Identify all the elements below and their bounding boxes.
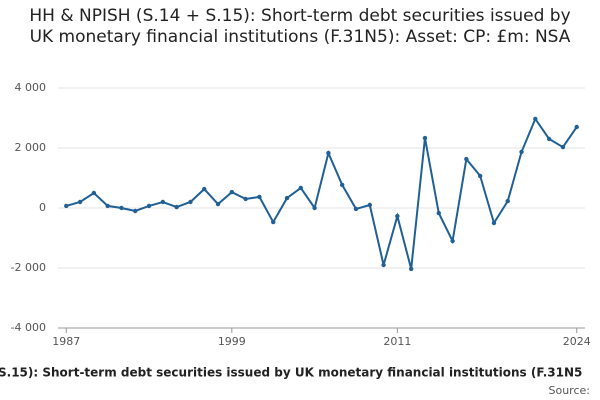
legend-label: S.15): Short-term debt securities issued…	[0, 366, 582, 380]
y-tick-label: -2 000	[11, 261, 46, 274]
line	[66, 116, 578, 270]
point	[574, 124, 579, 130]
point	[160, 199, 166, 205]
point	[422, 135, 428, 141]
point	[436, 210, 441, 216]
point	[367, 202, 372, 208]
point	[64, 203, 69, 209]
point	[381, 262, 386, 268]
point	[491, 220, 497, 226]
x-tick-label: 2011	[383, 335, 411, 348]
point	[546, 136, 552, 142]
point	[326, 150, 331, 156]
point	[215, 201, 221, 207]
point	[353, 206, 359, 212]
y-tick-label: -4 000	[11, 321, 46, 334]
y-tick-label: 4 000	[15, 81, 47, 94]
point	[560, 144, 566, 150]
point	[298, 185, 304, 191]
point	[188, 199, 193, 205]
point	[450, 238, 455, 244]
point	[533, 116, 538, 122]
x-tick-label: 2024	[563, 335, 591, 348]
y-tick-label: 0	[39, 201, 46, 214]
x-tick-label: 1999	[218, 335, 246, 348]
point	[133, 208, 138, 214]
point	[284, 195, 290, 201]
point	[271, 219, 276, 225]
point	[146, 203, 152, 209]
point	[395, 213, 400, 219]
point	[174, 204, 179, 210]
point	[243, 196, 248, 202]
point	[408, 266, 414, 272]
point	[105, 203, 110, 209]
point	[519, 149, 524, 155]
chart-title: HH & NPISH (S.14 + S.15): Short-term deb…	[29, 6, 571, 47]
point	[464, 156, 469, 162]
y-tick-label: 2 000	[15, 141, 47, 154]
point	[505, 198, 510, 204]
point	[339, 182, 345, 188]
point	[312, 205, 317, 211]
source: Source:	[549, 384, 591, 397]
point	[91, 190, 97, 196]
point	[257, 194, 262, 200]
point	[119, 205, 124, 211]
point	[77, 199, 83, 205]
point	[477, 173, 483, 179]
x-tick-label: 1987	[52, 335, 80, 348]
point	[229, 189, 235, 195]
point	[202, 186, 207, 192]
